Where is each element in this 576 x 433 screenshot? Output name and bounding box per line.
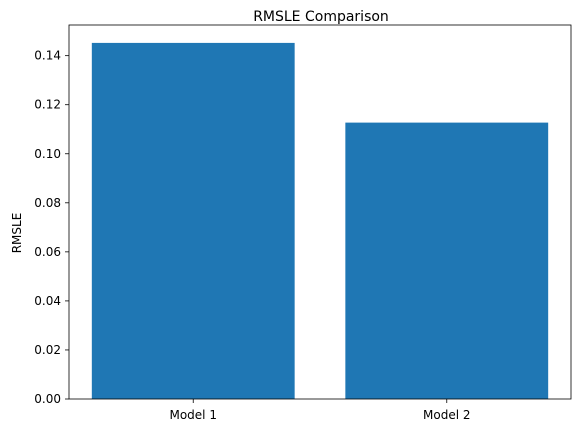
y-tick-label: 0.04 <box>34 294 61 308</box>
y-tick-label: 0.08 <box>34 196 61 210</box>
y-tick-label: 0.10 <box>34 147 61 161</box>
y-tick-label: 0.06 <box>34 245 61 259</box>
bar-model-1 <box>91 42 295 400</box>
y-tick-label: 0.02 <box>34 343 61 357</box>
y-axis-label: RMSLE <box>10 213 24 254</box>
bar-model-2 <box>345 122 549 400</box>
y-tick-label: 0.14 <box>34 49 61 63</box>
y-axis: 0.00 0.02 0.04 0.06 0.08 0.10 0.12 0.14 <box>34 49 69 406</box>
x-axis: Model 1 Model 2 <box>169 399 471 422</box>
bars-group <box>91 42 549 400</box>
y-tick-label: 0.12 <box>34 98 61 112</box>
x-tick-label: Model 1 <box>169 408 216 422</box>
x-tick-label: Model 2 <box>423 408 470 422</box>
chart-title: RMSLE Comparison <box>253 9 389 25</box>
plot-frame <box>68 24 572 400</box>
y-tick-label: 0.00 <box>34 392 61 406</box>
